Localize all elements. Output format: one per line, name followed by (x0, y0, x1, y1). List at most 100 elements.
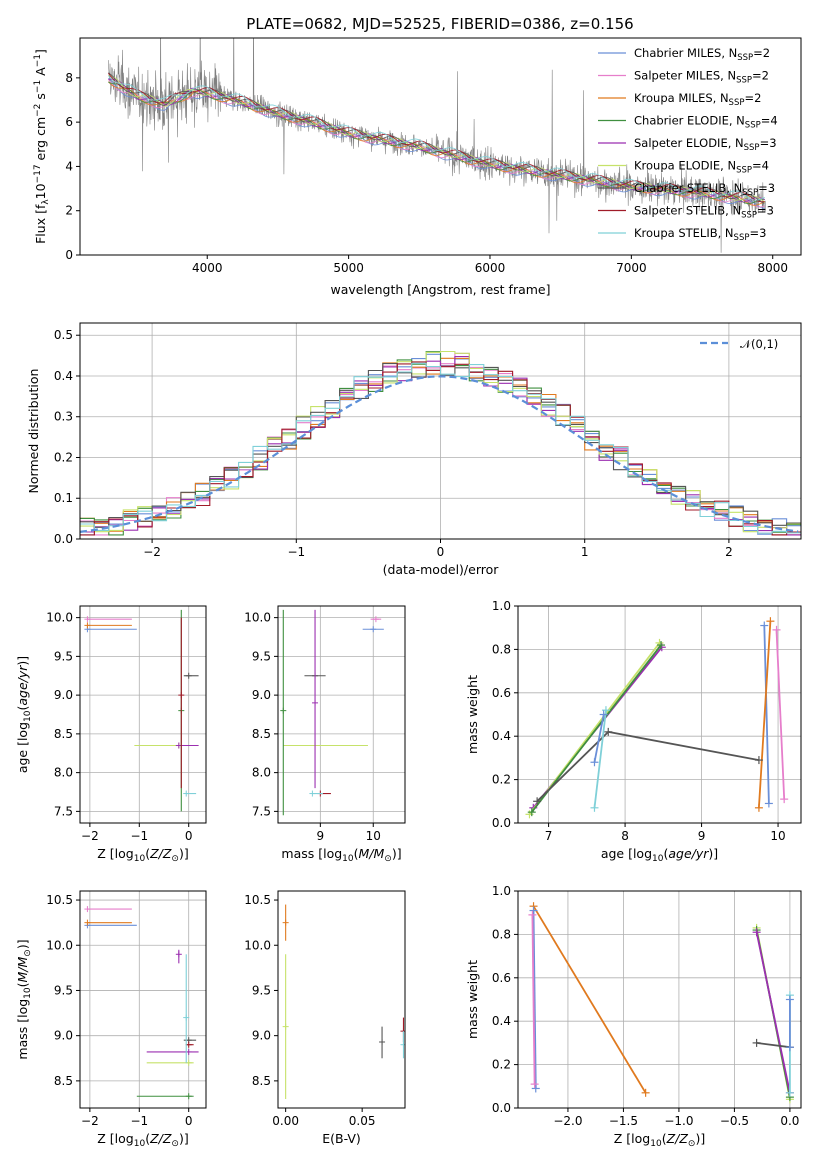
legend-entry: Chabrier MILES, NSSP=2 (634, 46, 770, 63)
x-tick-label: −1 (287, 545, 305, 559)
age_vs_Z-frame (79, 605, 207, 824)
weight_vs_Z-ylabel: mass weight (465, 960, 480, 1039)
y-tick-label: 9.0 (54, 1029, 73, 1043)
legend-subscript: SSP (729, 98, 745, 108)
label-part: ⊙ (384, 854, 392, 864)
weight-series-line (531, 914, 536, 1085)
data-point (283, 742, 368, 749)
weight_vs_Z-axes: −2.0 −1.5 −1.0 −0.5 0.0 0.0 0.2 0.4 0.6 0.8 1.0 Z [… (465, 884, 802, 1149)
weight-series-line (593, 714, 605, 763)
x-tick-label: 9 (317, 829, 325, 843)
data-point (282, 904, 289, 941)
spectrum-legend: Chabrier MILES, NSSP=2 Salpeter MILES, NS… (598, 46, 778, 243)
data-point (185, 1041, 194, 1048)
weight_vs_age-frame (517, 605, 802, 824)
y-tick-label: 6 (65, 115, 73, 129)
data-point (84, 616, 132, 623)
label-part: 10 (23, 710, 33, 722)
label-part: ⊙ (23, 949, 33, 957)
label-part: Flux [f (33, 204, 48, 244)
label-part: −17 (33, 164, 43, 183)
x-tick-label: 7000 (616, 261, 647, 275)
label-part: A (33, 67, 48, 80)
y-tick-label: 0.4 (492, 729, 511, 743)
y-tick-label: 7.5 (252, 804, 271, 818)
label-part: ( (145, 846, 150, 861)
label-part: )] (15, 656, 30, 666)
y-tick-label: 0.4 (492, 1014, 511, 1028)
label-part: ( (354, 846, 359, 861)
spectrum-frame (79, 37, 802, 256)
label-part: (data-model)/error (383, 562, 500, 577)
residuals-xlabel: (data-model)/error (383, 562, 500, 577)
spectrum-data-line (108, 38, 766, 253)
data-point (84, 922, 137, 929)
weight-series-line (775, 629, 786, 800)
legend-label: Salpeter ELODIE, N (634, 136, 744, 150)
legend-entry: Salpeter MILES, NSSP=2 (634, 69, 769, 86)
data-point (178, 617, 185, 789)
label-part: mass [log (281, 846, 342, 861)
label-part: mass weight (465, 960, 480, 1039)
x-tick-label: 6000 (475, 261, 506, 275)
y-tick-label: 9.5 (252, 983, 271, 997)
legend-entry: Chabrier STELIB, NSSP=3 (634, 181, 775, 198)
label-part: 10 (33, 183, 48, 199)
data-point (136, 1093, 194, 1100)
weight-series-line (758, 621, 772, 808)
residuals-frame (79, 322, 802, 540)
label-part: 10 (134, 854, 146, 864)
mass_vs_Z-xlabel: Z [log10(Z/Z⊙)] (97, 1131, 188, 1149)
weight_vs_Z-frame (517, 890, 802, 1109)
spectrum-model-line (108, 74, 766, 203)
y-tick-label: 8.0 (252, 766, 271, 780)
y-tick-label: 0.6 (492, 971, 511, 985)
y-tick-label: 1.0 (492, 599, 511, 613)
label-part: mass [log (15, 999, 30, 1060)
mass_vs_EBV-xlabel: E(B-V) (322, 1131, 361, 1146)
legend-label: Kroupa ELODIE, N (634, 159, 736, 173)
x-tick-label: 10 (770, 829, 785, 843)
legend-entry: Chabrier ELODIE, NSSP=4 (634, 114, 778, 131)
label-part: −1 (33, 80, 43, 93)
label-part: ( (663, 846, 668, 861)
legend-entry: Salpeter ELODIE, NSSP=3 (634, 136, 777, 153)
label-part: ⊙ (688, 1139, 696, 1149)
y-tick-label: 8 (65, 71, 73, 85)
weight-series-line (536, 730, 760, 802)
y-tick-label: 10.0 (244, 938, 271, 952)
data-point (379, 1026, 386, 1059)
legend-subscript: SSP (736, 76, 752, 86)
data-point (175, 742, 199, 749)
label-part: age [log (15, 722, 30, 773)
x-tick-label: 0 (437, 545, 445, 559)
data-point (146, 1048, 199, 1055)
label-part: M/M (359, 846, 385, 861)
legend-label: Kroupa MILES, N (634, 91, 729, 105)
legend-entry: Kroupa MILES, NSSP=2 (634, 91, 761, 108)
legend-label: Chabrier MILES, N (634, 46, 737, 60)
legend-subscript: SSP (745, 121, 761, 131)
spectrum-model-line (107, 81, 765, 206)
y-tick-label: 0.3 (54, 410, 73, 424)
residual-histogram (80, 351, 801, 536)
x-tick-label: 0.00 (272, 1114, 299, 1128)
label-part: age/yr (15, 665, 30, 706)
label-part: Normed distribution (26, 369, 41, 494)
mass_vs_EBV-frame (277, 890, 406, 1109)
data-point (84, 919, 132, 926)
y-tick-label: 0.2 (54, 450, 73, 464)
x-tick-label: −2 (81, 829, 99, 843)
x-tick-label: −2 (81, 1114, 99, 1128)
weight_vs_Z-xlabel: Z [log10(Z/Z⊙)] (614, 1131, 705, 1149)
label-part: E(B-V) (322, 1131, 361, 1146)
y-tick-label: 0.2 (492, 1058, 511, 1072)
x-tick-label: 10 (366, 829, 381, 843)
data-point (280, 609, 287, 816)
weight_vs_age-plot-area (525, 617, 789, 819)
y-tick-label: 0.0 (54, 532, 73, 546)
label-part: ( (662, 1131, 667, 1146)
